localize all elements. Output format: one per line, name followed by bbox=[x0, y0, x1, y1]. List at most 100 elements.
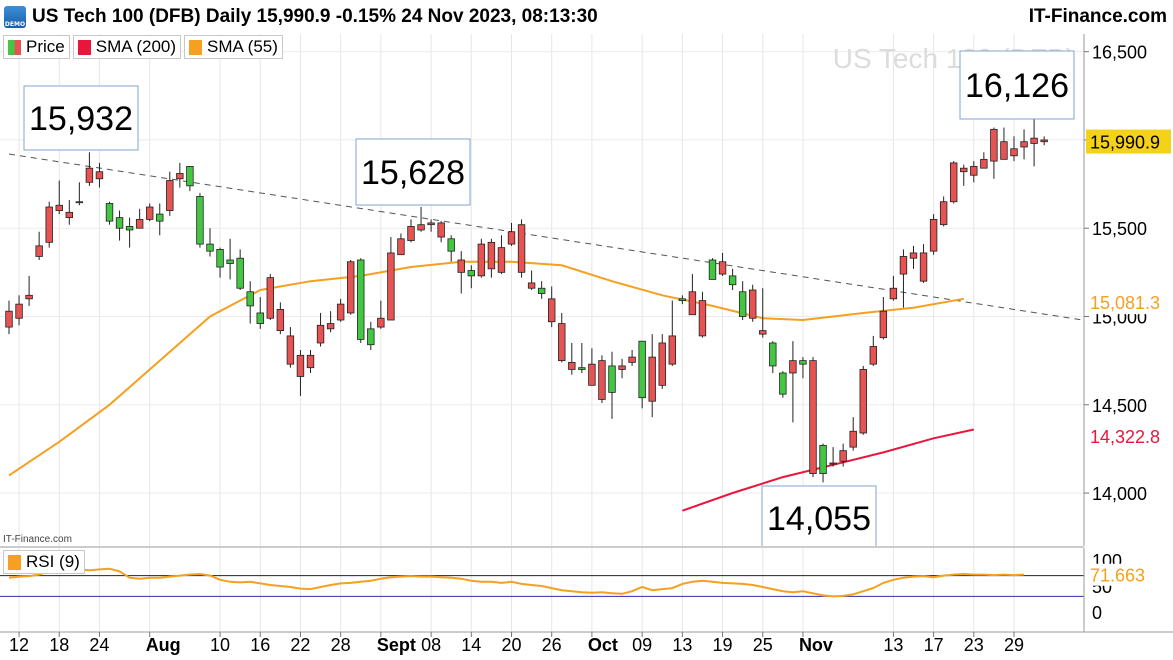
candle-body bbox=[166, 180, 174, 211]
candle bbox=[829, 447, 837, 467]
candle-body bbox=[95, 171, 104, 180]
candle bbox=[588, 348, 596, 386]
candle-body bbox=[799, 360, 807, 365]
candle-body bbox=[306, 354, 315, 369]
candle-body bbox=[909, 252, 918, 259]
candle bbox=[105, 201, 114, 225]
candle-body bbox=[939, 201, 948, 226]
x-tick-label: 25 bbox=[753, 635, 773, 655]
candle bbox=[728, 268, 737, 290]
candle bbox=[176, 162, 184, 188]
candle-body bbox=[568, 361, 576, 370]
candle-body bbox=[256, 312, 264, 324]
candle-body bbox=[578, 367, 586, 370]
candle bbox=[85, 152, 94, 186]
candle-body bbox=[135, 218, 144, 229]
candle-body bbox=[286, 335, 295, 365]
x-tick-label: 28 bbox=[331, 635, 351, 655]
candle-body bbox=[397, 238, 405, 256]
candle-body bbox=[115, 217, 124, 229]
legend-price[interactable]: Price bbox=[3, 35, 70, 59]
sma55-swatch-icon bbox=[189, 39, 203, 55]
candle-body bbox=[929, 218, 938, 252]
sma200-last-label-bg bbox=[1086, 424, 1171, 449]
candle-body bbox=[678, 298, 687, 301]
candle bbox=[437, 221, 445, 243]
annotation-box bbox=[23, 85, 139, 151]
candle-body bbox=[1010, 148, 1018, 157]
candle bbox=[759, 288, 767, 338]
candle bbox=[558, 312, 566, 363]
x-tick-label: 16 bbox=[250, 635, 270, 655]
candle-body bbox=[336, 303, 345, 321]
candle-body bbox=[316, 324, 325, 344]
price-legend: Price SMA (200) SMA (55) bbox=[3, 35, 286, 59]
candle-body bbox=[537, 287, 546, 294]
candle bbox=[5, 300, 13, 335]
candle bbox=[306, 350, 315, 373]
legend-rsi[interactable]: RSI (9) bbox=[3, 550, 85, 574]
candle bbox=[226, 238, 234, 280]
legend-sma200[interactable]: SMA (200) bbox=[72, 35, 182, 59]
candle-body bbox=[1040, 139, 1048, 143]
candle bbox=[548, 286, 556, 328]
candle bbox=[246, 281, 254, 324]
candle bbox=[618, 358, 626, 379]
price-tick-label: 14,500 bbox=[1092, 396, 1147, 416]
sma55-line bbox=[8, 260, 964, 477]
candle bbox=[1030, 118, 1038, 167]
candle bbox=[266, 274, 274, 321]
candle bbox=[939, 196, 948, 227]
candle bbox=[919, 244, 928, 283]
rsi-legend: RSI (9) bbox=[3, 550, 88, 574]
x-tick-label: 20 bbox=[501, 635, 521, 655]
candle bbox=[517, 219, 526, 278]
x-tick-label: Oct bbox=[588, 635, 618, 655]
x-tick-label: 13 bbox=[883, 635, 903, 655]
candle-body bbox=[296, 354, 305, 377]
x-tick-label: Sept bbox=[377, 635, 416, 655]
candle-body bbox=[25, 294, 33, 300]
candle-body bbox=[15, 303, 23, 319]
annotation-box bbox=[761, 485, 877, 551]
candle-body bbox=[849, 430, 857, 448]
candle bbox=[648, 334, 656, 418]
annotation-label: 16,126 bbox=[965, 67, 1069, 105]
candle-body bbox=[638, 340, 646, 399]
candle bbox=[55, 180, 63, 215]
candle bbox=[889, 275, 898, 301]
candle bbox=[708, 258, 717, 280]
x-tick-label: Aug bbox=[146, 635, 181, 655]
x-tick-label: 10 bbox=[210, 635, 230, 655]
candle-body bbox=[5, 310, 13, 328]
x-tick-label: 17 bbox=[924, 635, 944, 655]
candle-body bbox=[899, 256, 908, 275]
candle bbox=[950, 161, 958, 204]
candle bbox=[718, 252, 727, 276]
legend-sma55[interactable]: SMA (55) bbox=[184, 35, 283, 59]
candle-body bbox=[105, 203, 114, 222]
candle-body bbox=[346, 261, 355, 314]
candle bbox=[909, 245, 918, 269]
candle bbox=[196, 192, 204, 248]
candle bbox=[407, 219, 415, 243]
rsi-swatch-icon bbox=[8, 554, 21, 570]
candle bbox=[879, 297, 888, 340]
x-tick-label: 09 bbox=[632, 635, 652, 655]
candle bbox=[457, 251, 465, 294]
candle-body bbox=[548, 298, 556, 323]
rsi-tick-label: 0 bbox=[1092, 603, 1102, 623]
x-tick-label: 14 bbox=[461, 635, 481, 655]
candle bbox=[568, 342, 576, 375]
price-swatch-icon bbox=[8, 39, 21, 55]
candle-body bbox=[1030, 137, 1038, 144]
candle-body bbox=[728, 275, 737, 286]
candle bbox=[990, 127, 998, 179]
candle bbox=[638, 340, 646, 409]
candle bbox=[819, 443, 827, 483]
x-tick-label: 24 bbox=[89, 635, 109, 655]
x-tick-label: 29 bbox=[1004, 635, 1024, 655]
candle-body bbox=[759, 330, 767, 335]
candle-body bbox=[658, 342, 666, 386]
